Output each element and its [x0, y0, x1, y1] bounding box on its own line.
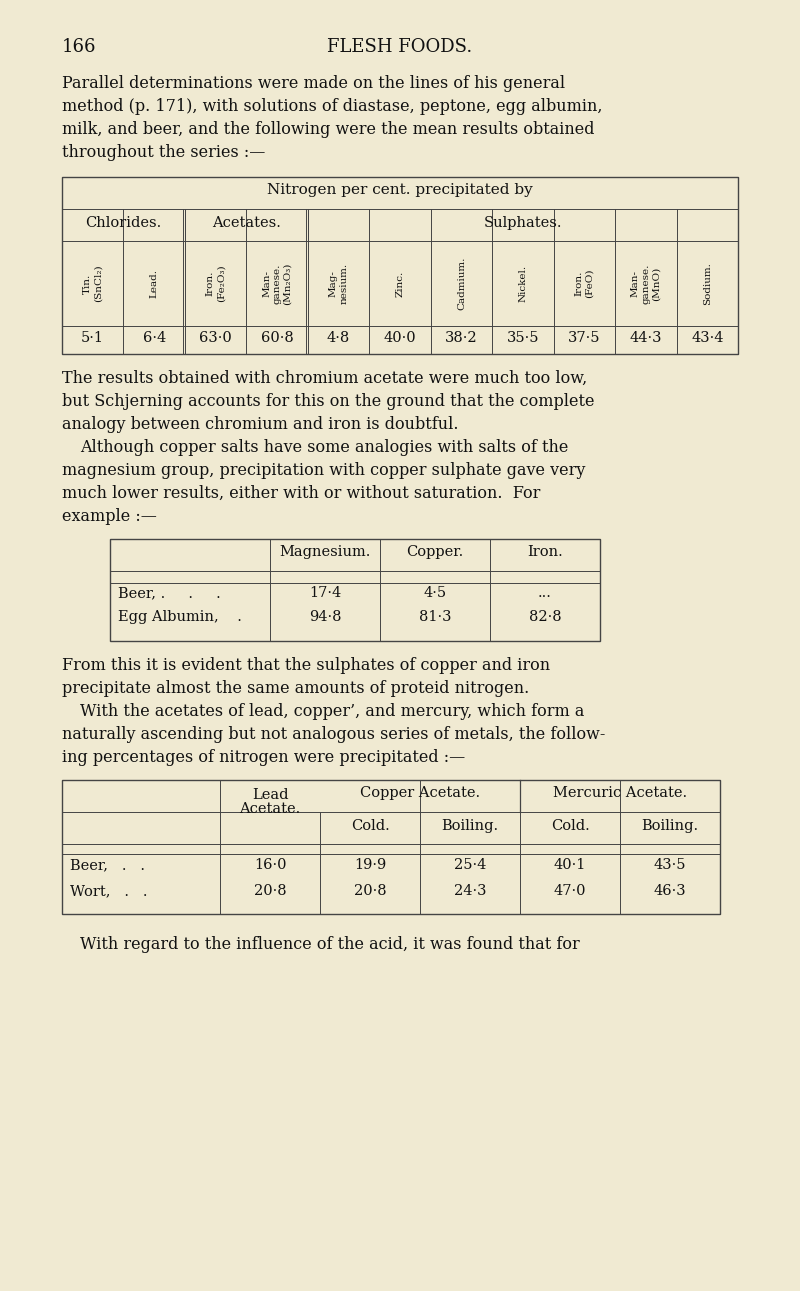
- Text: Boiling.: Boiling.: [642, 818, 698, 833]
- Text: method (p. 171), with solutions of diastase, peptone, egg albumin,: method (p. 171), with solutions of diast…: [62, 98, 602, 115]
- Text: Egg Albumin,    .: Egg Albumin, .: [118, 611, 242, 624]
- Text: Cold.: Cold.: [550, 818, 590, 833]
- Text: From this it is evident that the sulphates of copper and iron: From this it is evident that the sulphat…: [62, 657, 550, 674]
- Text: Acetates.: Acetates.: [212, 216, 281, 230]
- Text: 46·3: 46·3: [654, 884, 686, 899]
- Text: Iron.: Iron.: [527, 545, 563, 559]
- Text: 81·3: 81·3: [418, 611, 451, 624]
- Text: Man-
ganese.
(Mn₂O₃): Man- ganese. (Mn₂O₃): [262, 262, 292, 305]
- Text: milk, and beer, and the following were the mean results obtained: milk, and beer, and the following were t…: [62, 121, 594, 138]
- Text: 38·2: 38·2: [445, 330, 478, 345]
- Text: 43·4: 43·4: [691, 330, 723, 345]
- Text: FLESH FOODS.: FLESH FOODS.: [327, 37, 473, 56]
- Bar: [62, 780, 720, 914]
- Text: 63·0: 63·0: [199, 330, 232, 345]
- Text: 6·4: 6·4: [142, 330, 166, 345]
- Text: ing percentages of nitrogen were precipitated :—: ing percentages of nitrogen were precipi…: [62, 749, 466, 766]
- Text: 20·8: 20·8: [354, 884, 386, 899]
- Text: 44·3: 44·3: [630, 330, 662, 345]
- Text: With regard to the influence of the acid, it was found that for: With regard to the influence of the acid…: [80, 936, 580, 953]
- Text: Sodium.: Sodium.: [702, 262, 712, 305]
- Text: Magnesium.: Magnesium.: [279, 545, 370, 559]
- Text: 35·5: 35·5: [506, 330, 539, 345]
- Text: Copper Acetate.: Copper Acetate.: [360, 786, 480, 800]
- Text: precipitate almost the same amounts of proteid nitrogen.: precipitate almost the same amounts of p…: [62, 680, 530, 697]
- Text: Iron.
(FeO): Iron. (FeO): [574, 269, 594, 298]
- Text: example :—: example :—: [62, 507, 157, 525]
- Text: 20·8: 20·8: [254, 884, 286, 899]
- Text: Beer, .     .     .: Beer, . . .: [118, 586, 221, 600]
- Text: but Schjerning accounts for this on the ground that the complete: but Schjerning accounts for this on the …: [62, 392, 594, 411]
- Text: 40·0: 40·0: [384, 330, 416, 345]
- Text: Cold.: Cold.: [350, 818, 390, 833]
- Text: Parallel determinations were made on the lines of his general: Parallel determinations were made on the…: [62, 75, 565, 92]
- Text: Nickel.: Nickel.: [518, 265, 527, 302]
- Text: The results obtained with chromium acetate were much too low,: The results obtained with chromium aceta…: [62, 371, 587, 387]
- Text: Tin.
(SnCl₂): Tin. (SnCl₂): [83, 265, 102, 302]
- Text: 37·5: 37·5: [568, 330, 601, 345]
- Text: 5·1: 5·1: [82, 330, 104, 345]
- Text: 4·5: 4·5: [423, 586, 446, 600]
- Text: Boiling.: Boiling.: [442, 818, 498, 833]
- Text: 94·8: 94·8: [309, 611, 342, 624]
- Text: Lead.: Lead.: [150, 269, 158, 298]
- Text: Although copper salts have some analogies with salts of the: Although copper salts have some analogie…: [80, 439, 568, 456]
- Text: Mag-
nesium.: Mag- nesium.: [329, 263, 348, 305]
- Text: Acetate.: Acetate.: [239, 802, 301, 816]
- Text: Lead: Lead: [252, 788, 288, 802]
- Bar: [110, 540, 600, 642]
- Text: 166: 166: [62, 37, 97, 56]
- Text: Mercuric Acetate.: Mercuric Acetate.: [553, 786, 687, 800]
- Bar: [62, 177, 738, 354]
- Text: 60·8: 60·8: [261, 330, 294, 345]
- Text: Iron.
(Fe₂O₃): Iron. (Fe₂O₃): [206, 265, 226, 302]
- Text: much lower results, either with or without saturation.  For: much lower results, either with or witho…: [62, 485, 540, 502]
- Text: With the acetates of lead, copper’, and mercury, which form a: With the acetates of lead, copper’, and …: [80, 704, 584, 720]
- Text: ...: ...: [538, 586, 552, 600]
- Text: Cadmium.: Cadmium.: [457, 257, 466, 310]
- Text: 43·5: 43·5: [654, 859, 686, 871]
- Text: 24·3: 24·3: [454, 884, 486, 899]
- Text: Nitrogen per cent. precipitated by: Nitrogen per cent. precipitated by: [267, 183, 533, 198]
- Text: Wort,   .   .: Wort, . .: [70, 884, 147, 899]
- Text: magnesium group, precipitation with copper sulphate gave very: magnesium group, precipitation with copp…: [62, 462, 586, 479]
- Text: Zinc.: Zinc.: [395, 270, 405, 297]
- Text: Beer,   .   .: Beer, . .: [70, 859, 145, 871]
- Text: Man-
ganese.
(MnO): Man- ganese. (MnO): [631, 263, 661, 303]
- Text: Sulphates.: Sulphates.: [484, 216, 562, 230]
- Text: analogy between chromium and iron is doubtful.: analogy between chromium and iron is dou…: [62, 416, 458, 432]
- Text: 40·1: 40·1: [554, 859, 586, 871]
- Text: 4·8: 4·8: [327, 330, 350, 345]
- Text: 82·8: 82·8: [529, 611, 562, 624]
- Text: 19·9: 19·9: [354, 859, 386, 871]
- Text: 47·0: 47·0: [554, 884, 586, 899]
- Text: 25·4: 25·4: [454, 859, 486, 871]
- Text: 16·0: 16·0: [254, 859, 286, 871]
- Text: Copper.: Copper.: [406, 545, 464, 559]
- Text: throughout the series :—: throughout the series :—: [62, 145, 266, 161]
- Text: Chlorides.: Chlorides.: [86, 216, 162, 230]
- Text: naturally ascending but not analogous series of metals, the follow-: naturally ascending but not analogous se…: [62, 726, 606, 744]
- Text: 17·4: 17·4: [309, 586, 341, 600]
